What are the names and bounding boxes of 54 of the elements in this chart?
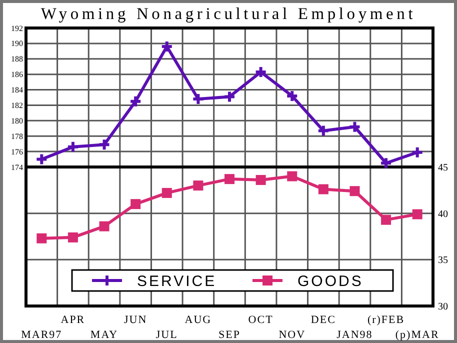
point [316, 124, 330, 138]
point [130, 199, 141, 210]
point [223, 90, 236, 104]
x-tick-label: JAN98 [336, 329, 373, 341]
x-tick-label: NOV [278, 329, 306, 341]
point [318, 184, 328, 194]
x-tick-label: JUN [124, 314, 148, 326]
x-tick-label: SEP [218, 329, 240, 341]
point [99, 221, 110, 232]
legend-label: GOODS [298, 272, 364, 290]
x-tick-label: APR [60, 314, 86, 326]
point [412, 209, 422, 220]
y-tick-label: 188 [11, 54, 23, 64]
chart-title: Wyoming Nonagricultural Employment [40, 4, 416, 23]
y-tick-label: 192 [11, 24, 23, 33]
y2-tick-label: 35 [438, 255, 448, 266]
y2-tick-label: 40 [438, 208, 448, 220]
point [98, 138, 111, 152]
point [350, 186, 360, 196]
y2-tick-label: 30 [438, 302, 448, 312]
point [381, 214, 392, 225]
point [162, 188, 172, 198]
y-tick-label: 180 [11, 116, 23, 126]
x-tick-label: OCT [248, 314, 274, 326]
y-tick-label: 178 [11, 132, 23, 141]
y-tick-label: 190 [11, 39, 23, 48]
x-tick-label: AUG [184, 314, 212, 326]
x-tick-label: MAR97 [21, 329, 62, 341]
x-tick-label: MAY [90, 329, 118, 341]
y-tick-label: 174 [11, 162, 23, 172]
x-tick-label: (p)MAR [395, 329, 440, 341]
point [160, 40, 174, 54]
y2-tick-label: 45 [438, 162, 448, 174]
y-tick-label: 182 [11, 101, 23, 110]
y-tick-label: 184 [11, 86, 23, 95]
x-tick-label: (r)FEB [367, 314, 405, 326]
point [348, 120, 362, 134]
point [256, 174, 266, 185]
legend-label: SERVICE [137, 272, 217, 290]
y-tick-label: 186 [11, 70, 23, 80]
point [129, 94, 142, 108]
x-tick-label: JUL [156, 329, 178, 341]
x-tick-label: DEC [310, 314, 336, 326]
y-tick-label: 176 [11, 147, 23, 156]
point [286, 89, 299, 102]
point [287, 171, 298, 182]
point [254, 66, 268, 79]
point [192, 92, 205, 106]
point [224, 174, 234, 184]
point [66, 140, 80, 154]
point [380, 156, 393, 170]
point [68, 232, 78, 242]
point [193, 180, 204, 191]
point [36, 233, 47, 244]
